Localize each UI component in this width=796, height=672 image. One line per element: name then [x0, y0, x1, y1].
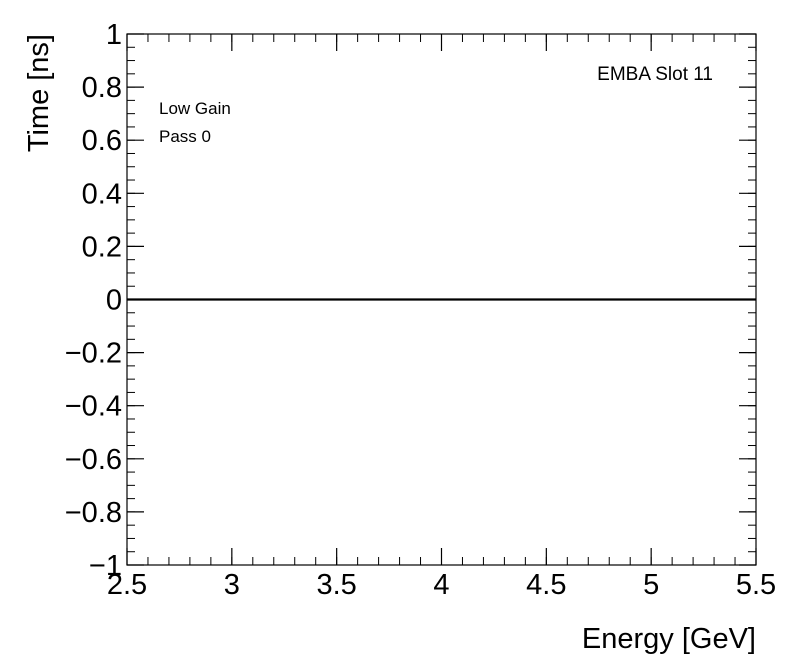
y-tick-label: −0.8	[65, 497, 122, 529]
y-tick-label: 0.2	[82, 231, 122, 263]
y-tick-label: −1	[89, 550, 122, 582]
x-tick-label: 3	[224, 569, 240, 601]
y-tick-label: −0.4	[65, 391, 122, 423]
y-tick-label: −0.6	[65, 444, 122, 476]
y-tick-label: 0	[106, 285, 122, 317]
y-tick-label: 0.8	[82, 72, 122, 104]
annotation-slot: EMBA Slot 11	[597, 64, 713, 85]
tick-labels: 2.5 3 3.5 4 4.5 5 5.5 −1 −0.8 −0.6 −0.4 −0.2 0 0.2 0.4…	[65, 19, 776, 601]
y-tick-label: 1	[106, 19, 122, 51]
y-tick-label: 0.4	[82, 178, 122, 210]
x-tick-label: 2.5	[107, 569, 147, 601]
y-tick-label: −0.2	[65, 338, 122, 370]
x-tick-label: 3.5	[317, 569, 357, 601]
annotation-gain: Low Gain	[159, 99, 231, 118]
x-tick-label: 5	[643, 569, 659, 601]
x-axis-title: Energy [GeV]	[582, 623, 756, 655]
x-tick-label: 5.5	[736, 569, 776, 601]
x-tick-label: 4.5	[526, 569, 566, 601]
axis-ticks	[126, 33, 757, 566]
annotation-pass: Pass 0	[159, 127, 211, 146]
y-tick-label: 0.6	[82, 125, 122, 157]
y-axis-title: Time [ns]	[23, 34, 55, 152]
x-tick-label: 4	[433, 569, 449, 601]
